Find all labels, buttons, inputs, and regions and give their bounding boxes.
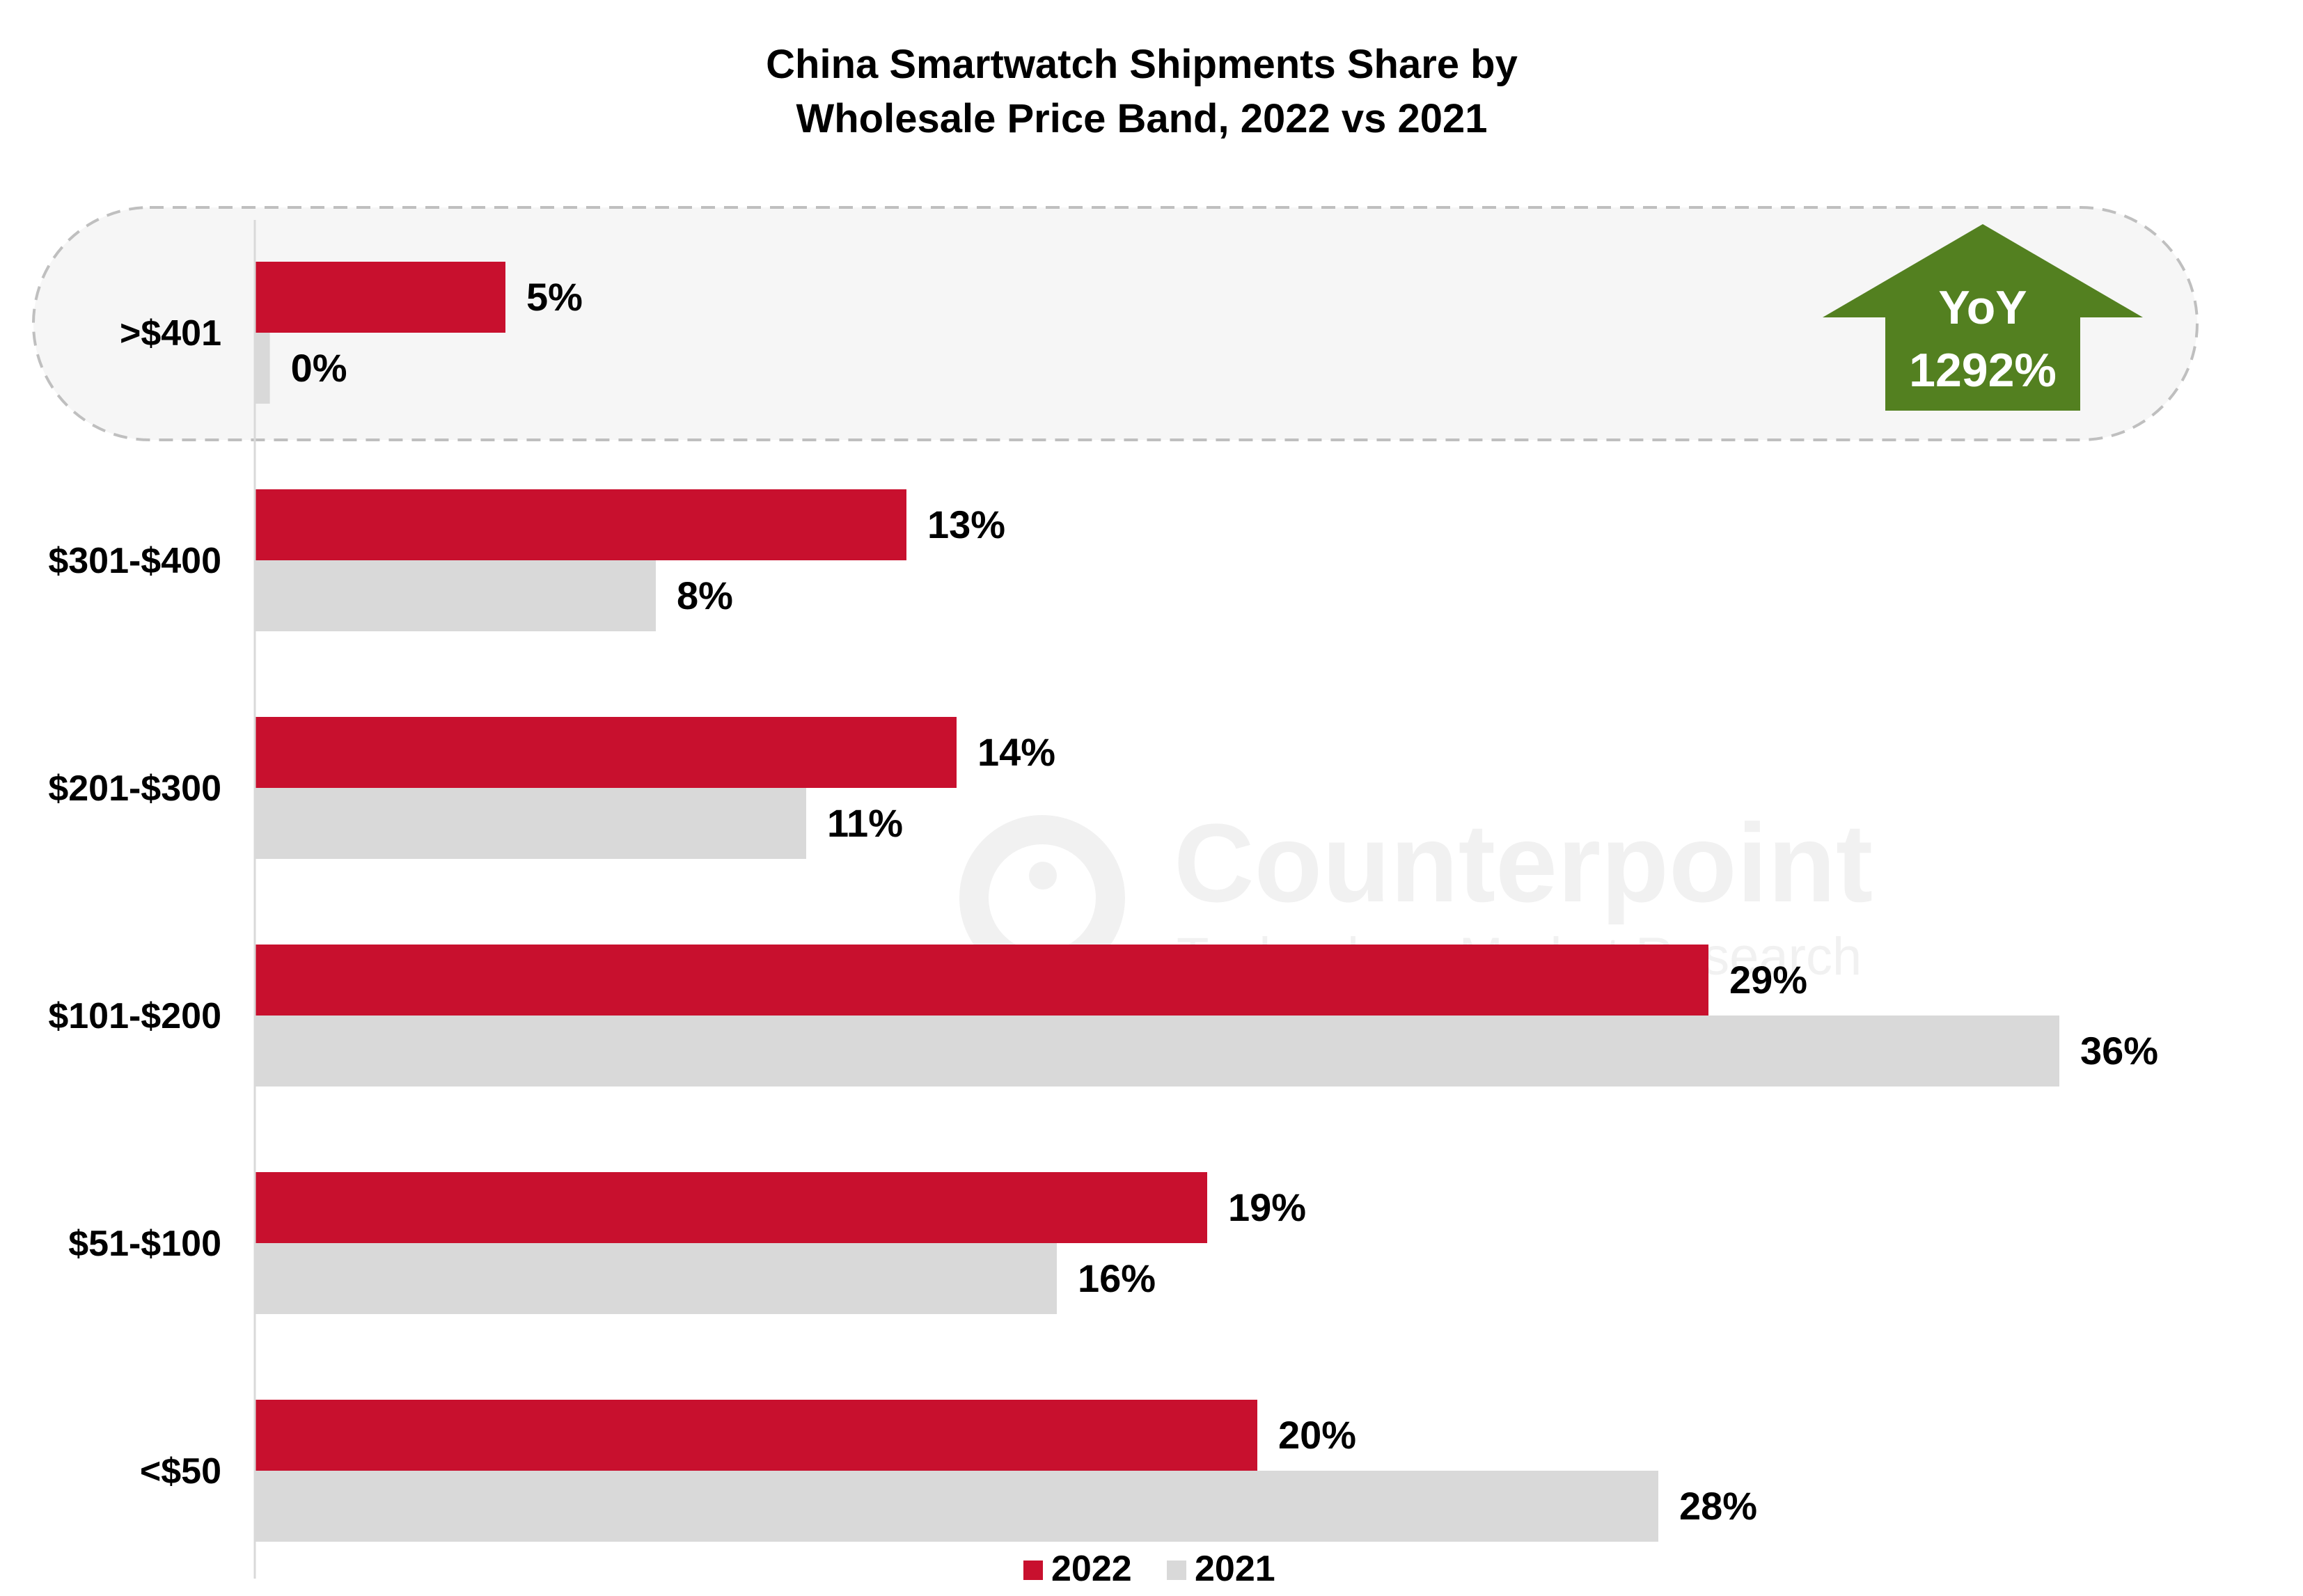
bar-2022-301-400 <box>255 489 906 560</box>
category-label-50: <$50 <box>140 1451 221 1492</box>
bar-2022-201-300 <box>255 717 957 788</box>
yoy-label: YoY <box>1938 281 2027 334</box>
data-label-2021-201-300: 11% <box>827 801 903 845</box>
bar-2022-50 <box>255 1400 1257 1471</box>
data-label-2022-101-200: 29% <box>1729 958 1807 1002</box>
category-label-201-300: $201-$300 <box>48 768 221 809</box>
bar-2022-101-200 <box>255 945 1708 1016</box>
data-label-2022-201-300: 14% <box>977 730 1055 774</box>
legend: 2022 2021 <box>1023 1549 1275 1589</box>
data-label-2022-51-100: 19% <box>1228 1185 1306 1229</box>
data-label-2021-401: 0% <box>291 346 347 390</box>
bar-2022-51-100 <box>255 1172 1207 1243</box>
category-label-51-100: $51-$100 <box>68 1224 221 1264</box>
bar-2021-50 <box>255 1471 1658 1542</box>
category-label-101-200: $101-$200 <box>48 996 221 1036</box>
legend-label-2021: 2021 <box>1195 1549 1275 1589</box>
category-label-401: >$401 <box>120 313 221 354</box>
bar-2021-101-200 <box>255 1016 2059 1087</box>
bar-2021-401 <box>255 333 270 404</box>
data-label-2021-301-400: 8% <box>677 574 733 617</box>
bar-2021-51-100 <box>255 1243 1057 1314</box>
data-label-2022-50: 20% <box>1278 1413 1356 1457</box>
legend-swatch-2022 <box>1023 1561 1043 1580</box>
bar-2022-401 <box>255 262 505 333</box>
yoy-value: 1292% <box>1909 344 2057 397</box>
data-label-2022-401: 5% <box>526 275 583 319</box>
data-label-2021-50: 28% <box>1679 1484 1757 1528</box>
yoy-annotation: YoY 1292% <box>1823 224 2143 411</box>
watermark-brand: Counterpoint <box>1174 800 1873 925</box>
bar-2021-301-400 <box>255 560 656 631</box>
legend-label-2022: 2022 <box>1051 1549 1132 1589</box>
data-label-2021-51-100: 16% <box>1078 1256 1156 1300</box>
chart-title-line-2: Wholesale Price Band, 2022 vs 2021 <box>796 96 1488 141</box>
legend-swatch-2021 <box>1167 1561 1186 1580</box>
highlight-box <box>32 206 2199 441</box>
category-label-301-400: $301-$400 <box>48 541 221 581</box>
up-arrow-icon <box>1823 224 2143 411</box>
data-label-2021-101-200: 36% <box>2080 1029 2158 1073</box>
bar-2021-201-300 <box>255 788 806 859</box>
data-label-2022-301-400: 13% <box>927 503 1005 546</box>
plot-area: >$401 5% 0% $301-$400 13% 8% $201-$300 14% 11% $1… <box>48 262 2158 1542</box>
chart-title-line-1: China Smartwatch Shipments Share by <box>766 42 1518 87</box>
